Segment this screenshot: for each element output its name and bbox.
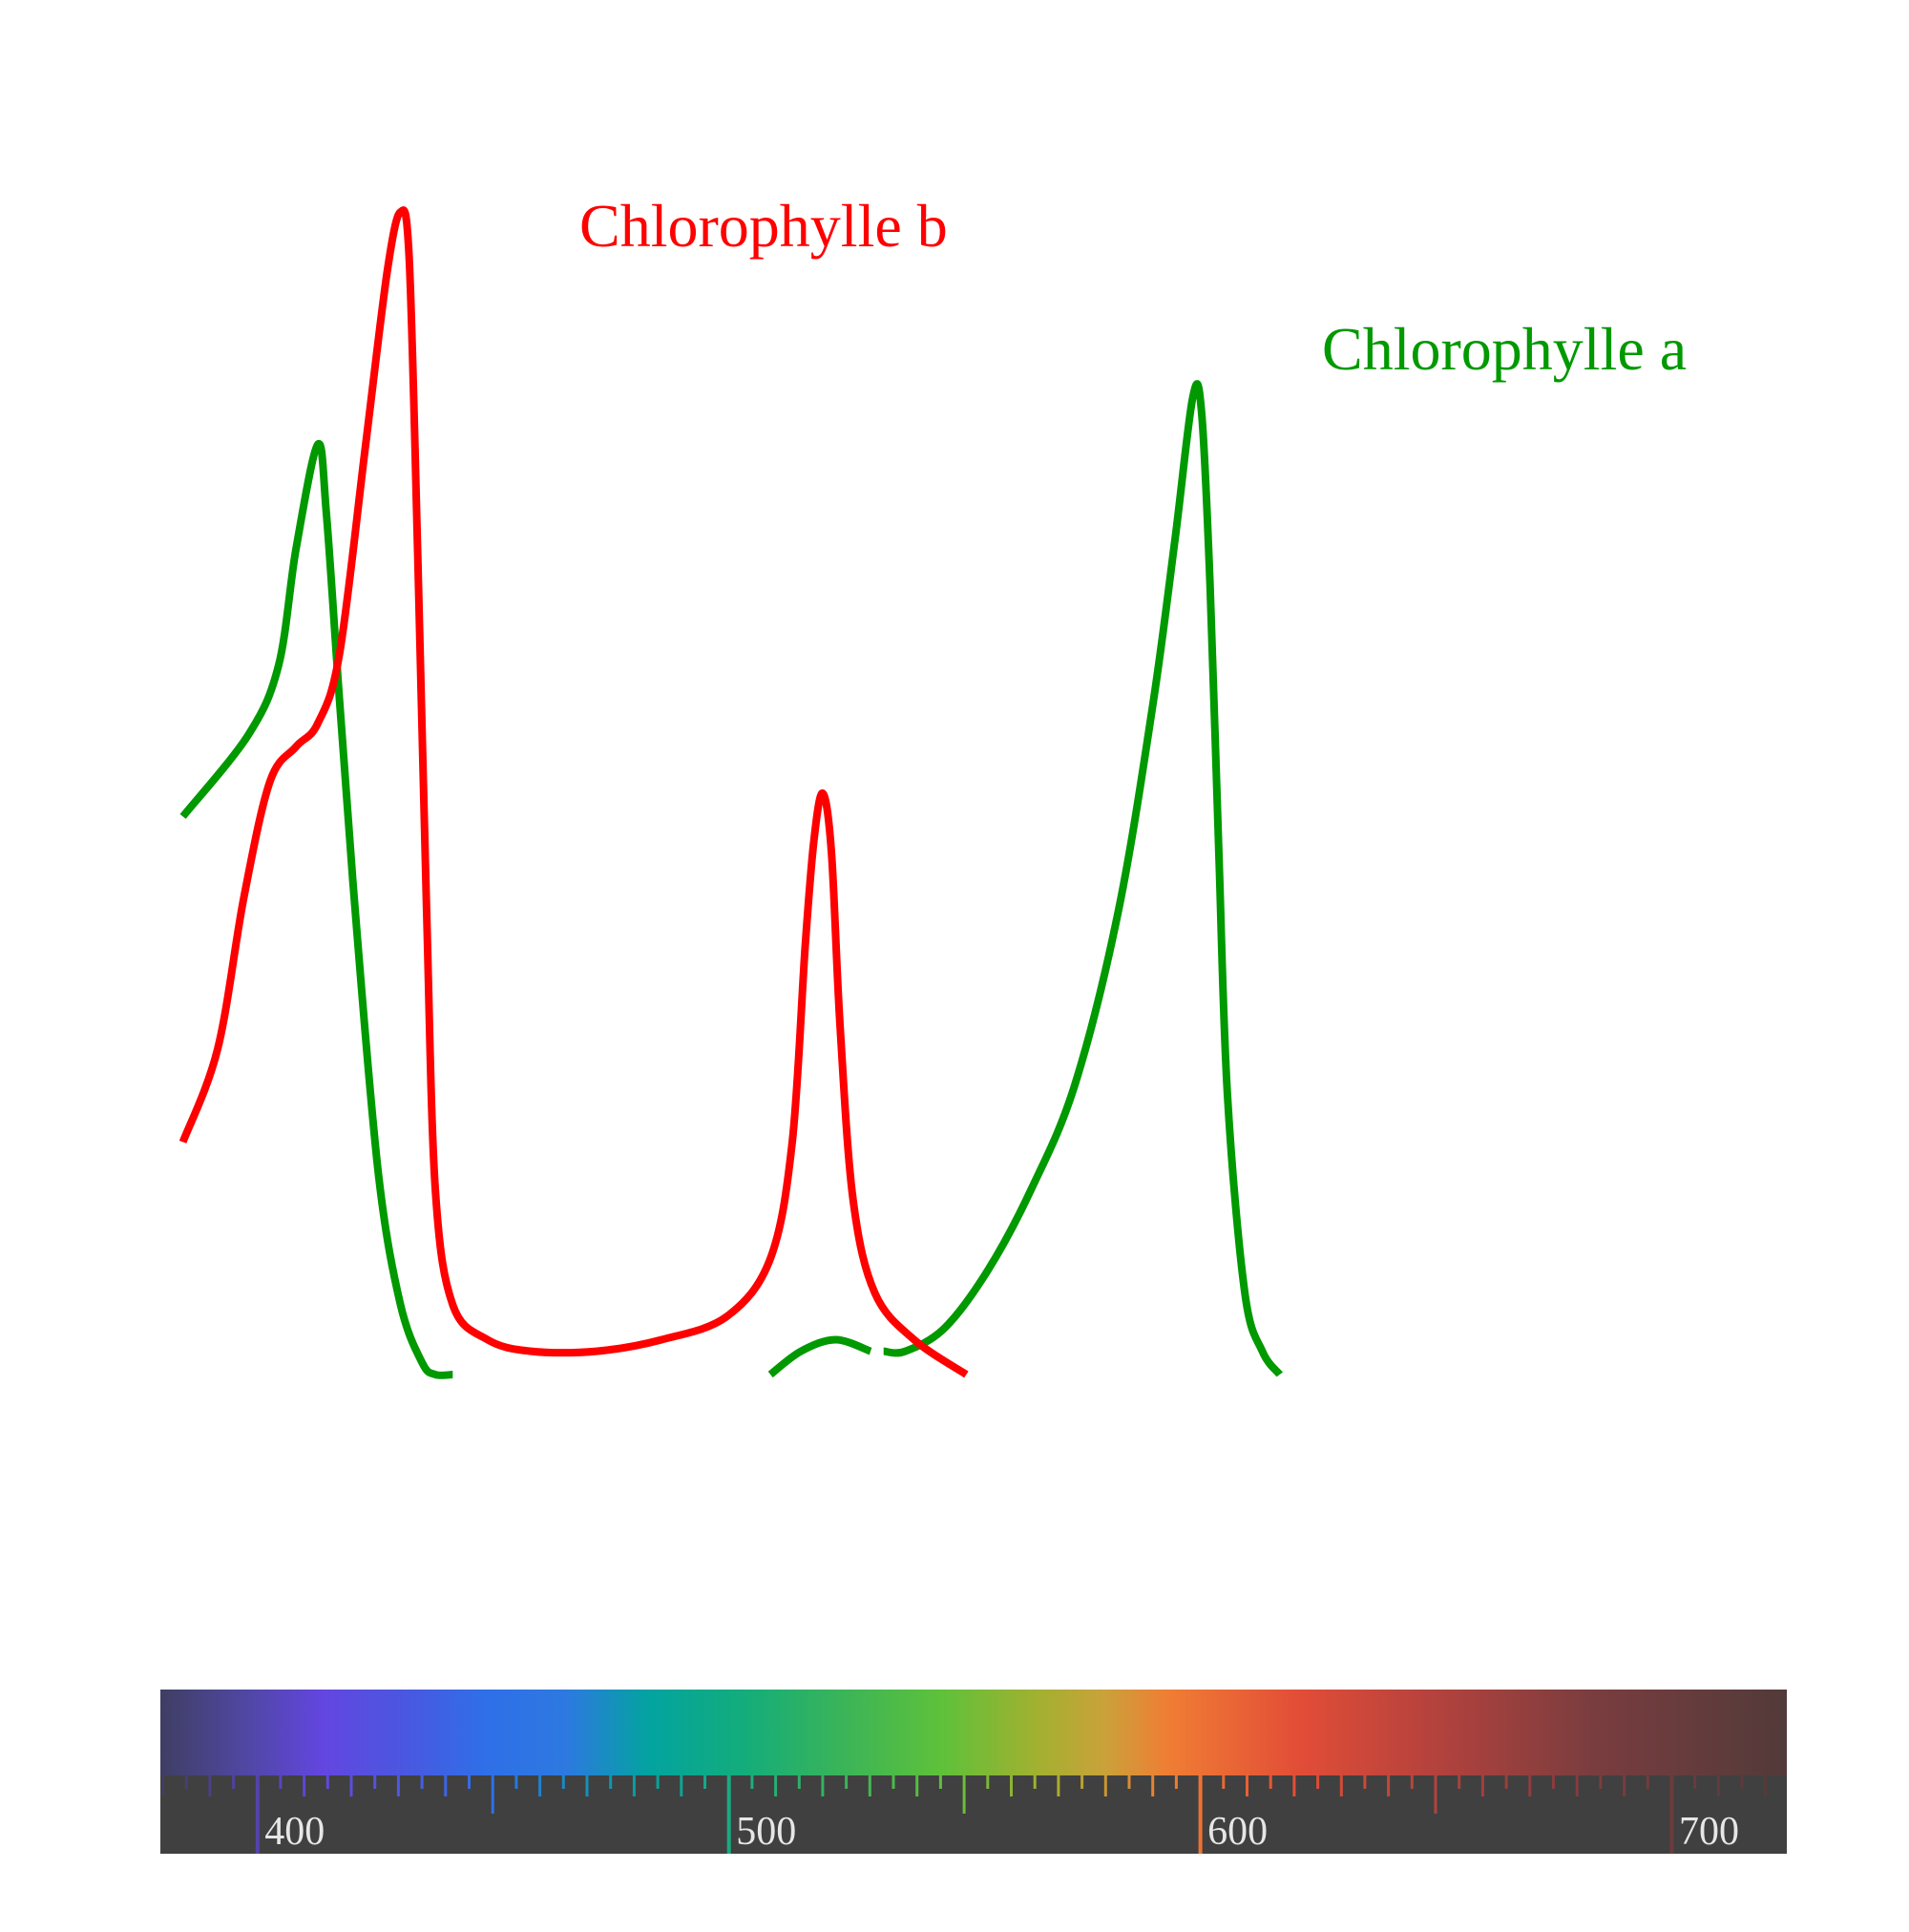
- colorbar-tick: [1434, 1775, 1437, 1814]
- colorbar-tick: [1623, 1775, 1626, 1796]
- colorbar-tick: [1363, 1775, 1367, 1789]
- colorbar-ticks: [161, 1775, 1768, 1854]
- colorbar-tick: [1458, 1775, 1461, 1789]
- colorbar-tick: [1269, 1775, 1272, 1789]
- colorbar-tick: [1764, 1775, 1768, 1796]
- chlorophylle-b-curve-segment-1: [178, 206, 969, 1378]
- colorbar-tick: [1103, 1775, 1107, 1796]
- colorbar-tick: [726, 1775, 731, 1854]
- colorbar-tick: [373, 1775, 377, 1789]
- colorbar-tick-label: 600: [1207, 1810, 1268, 1854]
- colorbar-tick: [538, 1775, 542, 1796]
- colorbar-tick: [1528, 1775, 1532, 1796]
- colorbar-tick: [1339, 1775, 1343, 1796]
- colorbar-tick: [349, 1775, 353, 1796]
- colorbar-tick: [184, 1775, 188, 1789]
- colorbar-tick: [325, 1775, 329, 1789]
- colorbar-tick: [1246, 1775, 1248, 1796]
- colorbar-tick: [585, 1775, 589, 1796]
- colorbar-tick: [1010, 1775, 1013, 1796]
- wavelength-colorbar: 400 500 600 700: [160, 1690, 1787, 1854]
- colorbar-tick: [1552, 1775, 1555, 1789]
- colorbar-tick: [1740, 1775, 1744, 1789]
- colorbar-tick: [774, 1775, 778, 1796]
- colorbar-tick: [1599, 1775, 1603, 1789]
- spectrum-curves: [178, 206, 1283, 1379]
- colorbar-tick: [1575, 1775, 1579, 1796]
- colorbar-tick-label: 400: [264, 1810, 325, 1854]
- colorbar-tick: [279, 1775, 283, 1789]
- colorbar-tick: [986, 1775, 990, 1789]
- chlorophylle-a-label: Chlorophylle a: [1322, 315, 1687, 383]
- colorbar-tick: [303, 1775, 306, 1796]
- colorbar-tick: [1693, 1775, 1697, 1789]
- colorbar-tick: [161, 1775, 164, 1796]
- colorbar-tick: [1033, 1775, 1037, 1789]
- colorbar-tick: [232, 1775, 236, 1789]
- colorbar-tick: [1410, 1775, 1414, 1789]
- colorbar-tick: [1174, 1775, 1178, 1789]
- colorbar-tick: [255, 1775, 260, 1854]
- colorbar-tick: [632, 1775, 636, 1796]
- colorbar-tick: [444, 1775, 448, 1796]
- colorbar-tick-label: 700: [1679, 1810, 1739, 1854]
- colorbar-tick: [1292, 1775, 1296, 1796]
- colorbar-gradient: [160, 1690, 1787, 1775]
- colorbar-tick: [514, 1775, 518, 1789]
- colorbar-tick: [1222, 1775, 1226, 1789]
- colorbar-tick: [962, 1775, 966, 1814]
- colorbar-tick: [915, 1775, 919, 1796]
- colorbar-tick: [609, 1775, 613, 1789]
- colorbar-tick: [208, 1775, 212, 1796]
- colorbar-tick: [1716, 1775, 1720, 1796]
- colorbar-tick: [1080, 1775, 1084, 1789]
- colorbar-scale: [160, 1775, 1787, 1854]
- colorbar-tick: [468, 1775, 471, 1789]
- colorbar-tick: [1669, 1775, 1674, 1854]
- colorbar-tick: [561, 1775, 565, 1789]
- colorbar-tick-label: 500: [736, 1810, 796, 1854]
- chlorophylle-a-curve-segment-2: [767, 1335, 872, 1378]
- chlorophylle-b-label: Chlorophylle b: [579, 192, 948, 260]
- colorbar-tick-labels: 400 500 600 700: [264, 1810, 1739, 1854]
- colorbar-tick: [1387, 1775, 1391, 1796]
- colorbar-tick: [1151, 1775, 1155, 1796]
- colorbar-tick: [892, 1775, 895, 1789]
- colorbar-tick: [821, 1775, 825, 1796]
- colorbar-tick: [797, 1775, 801, 1789]
- colorbar-tick: [396, 1775, 400, 1796]
- colorbar-tick: [1198, 1775, 1203, 1854]
- colorbar-tick: [1480, 1775, 1484, 1796]
- colorbar-tick: [938, 1775, 942, 1789]
- colorbar-tick: [1057, 1775, 1060, 1796]
- colorbar-tick: [703, 1775, 706, 1789]
- colorbar-tick: [845, 1775, 849, 1789]
- chlorophylle-a-curve-segment-3: [883, 380, 1283, 1377]
- colorbar-tick: [656, 1775, 660, 1789]
- colorbar-tick: [1316, 1775, 1320, 1789]
- colorbar-tick: [868, 1775, 871, 1796]
- colorbar-tick: [491, 1775, 494, 1814]
- chlorophylle-a-curve-segment-1: [179, 439, 453, 1379]
- colorbar-tick: [750, 1775, 754, 1789]
- colorbar-tick: [1504, 1775, 1508, 1789]
- colorbar-tick: [680, 1775, 683, 1796]
- colorbar-tick: [1646, 1775, 1649, 1789]
- colorbar-tick: [1127, 1775, 1131, 1789]
- colorbar-tick: [420, 1775, 424, 1789]
